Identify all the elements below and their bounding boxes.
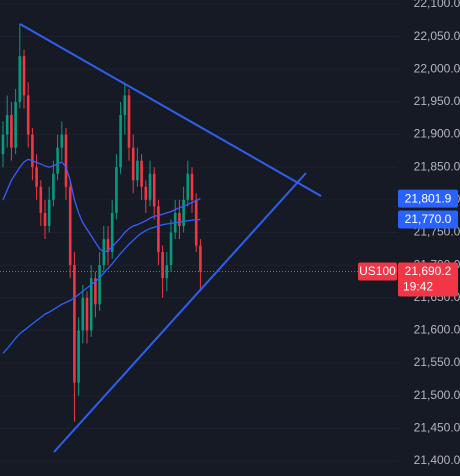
- y-tick-label: 21,900.0: [414, 127, 460, 141]
- candle-body: [119, 114, 122, 168]
- candle-body: [136, 160, 139, 181]
- price-axis: 21,400.0 21,450.0 21,500.0 21,550.0 21,600.0…: [358, 0, 460, 467]
- candle-body: [14, 101, 17, 148]
- y-tick-label: 22,050.0: [414, 29, 460, 43]
- candle-body: [178, 212, 181, 226]
- y-tick-label: 21,500.0: [414, 388, 460, 402]
- candle-body: [56, 147, 59, 174]
- plot: [0, 23, 398, 422]
- candle-body: [47, 199, 51, 226]
- candle-body: [73, 265, 76, 383]
- y-tick-label: 22,100.0: [414, 0, 460, 10]
- candle-body: [5, 114, 9, 135]
- candle-body: [152, 173, 156, 207]
- candle-body: [43, 212, 47, 226]
- candle-body: [157, 206, 160, 253]
- candle-body: [169, 232, 173, 266]
- candle-body: [39, 186, 43, 213]
- candle-body: [106, 239, 110, 253]
- price-tag-label: 21,770.0: [405, 212, 452, 226]
- candle-body: [52, 173, 55, 200]
- countdown: 19:42: [403, 280, 433, 294]
- candle-body: [81, 297, 85, 331]
- candle-body: [31, 134, 34, 168]
- candle-body: [68, 186, 72, 266]
- candle-body: [26, 95, 30, 135]
- candle-body: [194, 199, 198, 246]
- candle-body: [165, 265, 169, 279]
- candle-body: [144, 186, 148, 200]
- candle-body: [140, 160, 143, 187]
- candle-body: [127, 95, 131, 148]
- candle-body: [89, 278, 93, 331]
- moving-average: [2, 158, 201, 253]
- candle-body: [182, 199, 185, 226]
- candle-body: [10, 114, 13, 148]
- candle-body: [94, 278, 97, 305]
- candle-body: [131, 147, 135, 181]
- candle-body: [64, 134, 68, 187]
- price-tag-label: 21,801.9: [405, 191, 452, 205]
- candle-body: [77, 330, 80, 383]
- candle-body: [35, 167, 38, 187]
- candle-body: [110, 212, 114, 253]
- candle-body: [98, 265, 101, 305]
- symbol-label: US100: [359, 264, 396, 278]
- candle-body: [148, 173, 152, 200]
- candle-body: [199, 245, 202, 272]
- trendline-upper: [19, 23, 322, 197]
- y-tick-label: 21,450.0: [414, 421, 460, 435]
- candle-body: [190, 173, 194, 200]
- y-tick-label: 22,000.0: [414, 61, 460, 75]
- candle-body: [115, 167, 118, 213]
- price-tag: [398, 189, 458, 208]
- y-tick-label: 21,950.0: [414, 94, 460, 108]
- candle-body: [22, 56, 26, 96]
- last-price-label: 21,690.2: [405, 264, 452, 278]
- candle-body: [60, 134, 64, 148]
- y-tick-label: 21,600.0: [414, 323, 460, 337]
- candle-body: [123, 95, 127, 115]
- candle-body: [1, 134, 5, 155]
- y-tick-label: 21,850.0: [414, 159, 460, 173]
- candle-body: [186, 173, 190, 200]
- trendline-lower: [53, 172, 307, 453]
- candle-body: [18, 56, 22, 102]
- candle-body: [161, 252, 164, 279]
- price-tag: [398, 210, 458, 229]
- symbol-tag: [358, 262, 397, 281]
- y-tick-label: 21,550.0: [414, 355, 460, 369]
- moving-average: [2, 218, 201, 354]
- last-price-tag: [398, 262, 458, 297]
- candle-body: [85, 297, 89, 331]
- y-tick-label: 21,400.0: [414, 453, 460, 467]
